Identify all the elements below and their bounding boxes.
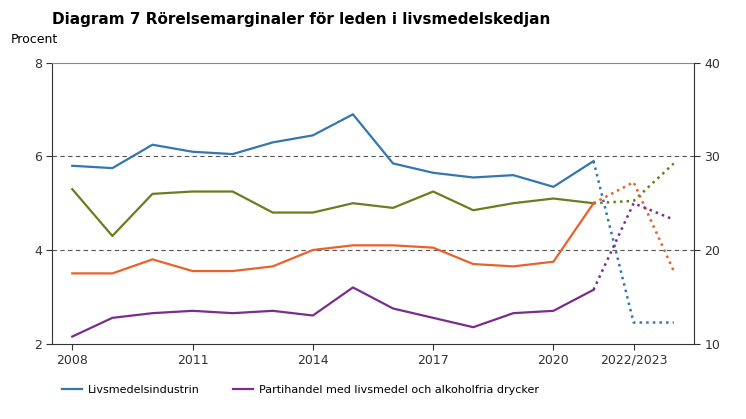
Text: Procent: Procent [10,33,57,46]
Text: Diagram 7 Rörelsemarginaler för leden i livsmedelskedjan: Diagram 7 Rörelsemarginaler för leden i … [52,12,551,27]
Legend: Livsmedelsindustrin, Partihandel med livsmedel och alkoholfria drycker: Livsmedelsindustrin, Partihandel med liv… [57,381,543,400]
